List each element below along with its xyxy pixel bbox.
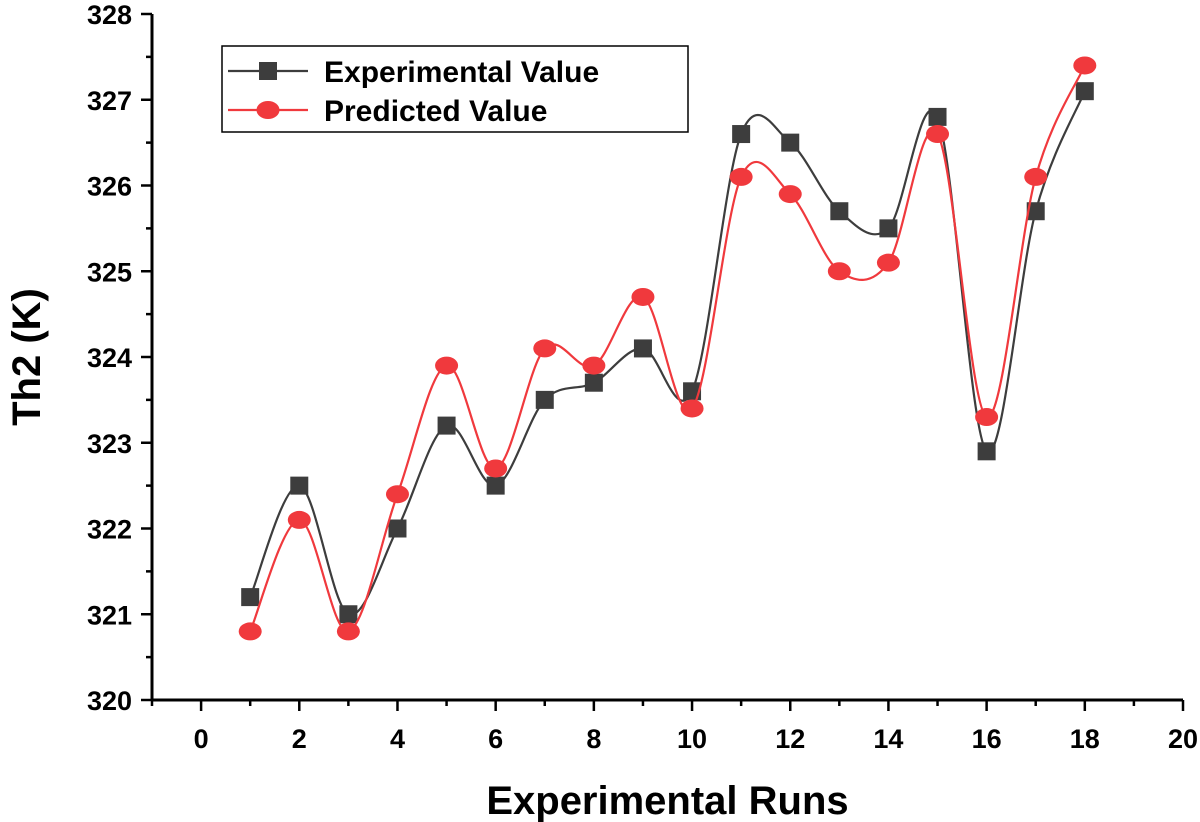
x-axis-title: Experimental Runs [486,779,848,822]
legend-box [221,45,689,133]
legend-marker [259,62,277,80]
x-tick-label: 0 [194,724,209,754]
data-point [535,390,554,409]
data-point [437,416,456,435]
data-point [484,459,508,478]
y-tick-label: 327 [87,86,132,116]
legend-label: Experimental Value [324,56,599,89]
data-point [876,253,900,272]
y-tick-label: 325 [87,257,132,287]
y-tick-label: 326 [87,172,132,202]
x-tick-label: 14 [873,724,903,754]
data-point [290,476,309,495]
y-tick-label: 321 [87,600,132,630]
data-point [584,373,603,392]
y-axis-title: Th2 (K) [5,288,49,426]
legend: Experimental Value Predicted Value [221,45,689,133]
data-point [1026,202,1045,221]
data-point [977,442,996,461]
data-point [1024,167,1048,186]
y-tick-label: 323 [87,429,132,459]
plot-series [238,56,1097,641]
y-tick-label: 324 [87,343,132,373]
data-point [926,125,950,144]
data-point [830,202,849,221]
x-tick-label: 18 [1070,724,1100,754]
data-point [879,219,898,238]
data-point [388,519,407,538]
x-axis-ticks: 0 2 4 6 8 10 12 14 16 18 20 [150,700,1198,754]
x-tick-label: 20 [1168,724,1198,754]
series-predicted [238,56,1097,641]
series-line [249,90,1086,616]
data-point [631,287,655,306]
data-point [385,485,409,504]
data-point [1075,82,1094,101]
data-point [339,605,358,624]
x-tick-label: 8 [586,724,601,754]
data-point [975,408,999,427]
data-point [827,262,851,281]
y-tick-label: 320 [87,686,132,716]
series-line [249,65,1086,633]
legend-label: Predicted Value [324,95,547,128]
x-tick-label: 10 [677,724,707,754]
data-point [781,133,800,152]
data-point [928,107,947,126]
data-point [680,399,704,418]
data-point [633,339,652,358]
x-tick-label: 4 [390,724,405,754]
data-point [336,622,360,641]
x-tick-label: 16 [972,724,1002,754]
y-axis-ticks: 320 321 322 323 324 325 326 327 328 [87,0,152,716]
data-point [582,356,606,375]
x-tick-label: 2 [292,724,307,754]
axes: 0 2 4 6 8 10 12 14 16 18 20 3203213223233243253263… [87,0,1198,754]
y-tick-label: 322 [87,515,132,545]
data-point [486,476,505,495]
data-point [732,125,751,144]
legend-marker [256,101,280,119]
data-point [778,185,802,204]
legend-item: Predicted Value [228,95,547,128]
y-tick-label: 328 [87,0,132,30]
series-experimental [241,82,1094,624]
x-tick-label: 12 [775,724,805,754]
data-point [241,588,260,607]
data-point [238,622,262,641]
data-point [729,167,753,186]
data-point [287,510,311,529]
legend-item: Experimental Value [228,56,599,89]
data-point [435,356,459,375]
data-point [533,339,557,358]
data-point [1073,56,1097,75]
x-tick-label: 6 [488,724,503,754]
